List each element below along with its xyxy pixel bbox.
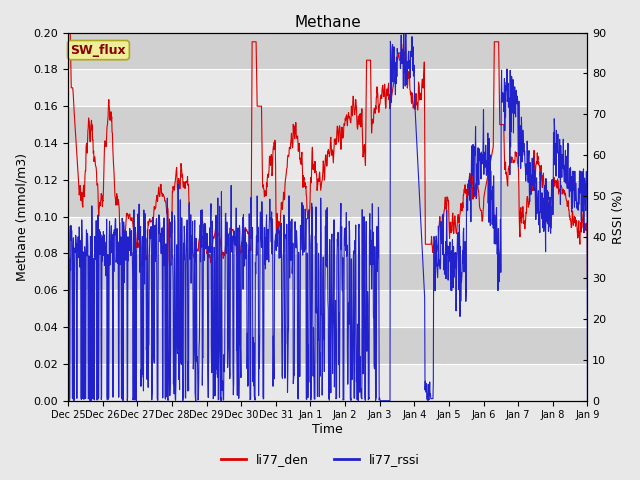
Bar: [68, 106, 588, 143]
Bar: [68, 216, 588, 253]
Bar: [68, 33, 588, 70]
Y-axis label: RSSI (%): RSSI (%): [612, 190, 625, 244]
Bar: [68, 327, 588, 364]
Bar: [68, 364, 588, 401]
Bar: [68, 253, 588, 290]
Legend: li77_den, li77_rssi: li77_den, li77_rssi: [216, 448, 424, 471]
Bar: [68, 290, 588, 327]
Y-axis label: Methane (mmol/m3): Methane (mmol/m3): [15, 153, 28, 281]
Title: Methane: Methane: [294, 15, 361, 30]
Bar: [68, 70, 588, 106]
X-axis label: Time: Time: [312, 423, 343, 436]
Text: SW_flux: SW_flux: [70, 44, 126, 57]
Bar: [68, 143, 588, 180]
Bar: [68, 180, 588, 216]
